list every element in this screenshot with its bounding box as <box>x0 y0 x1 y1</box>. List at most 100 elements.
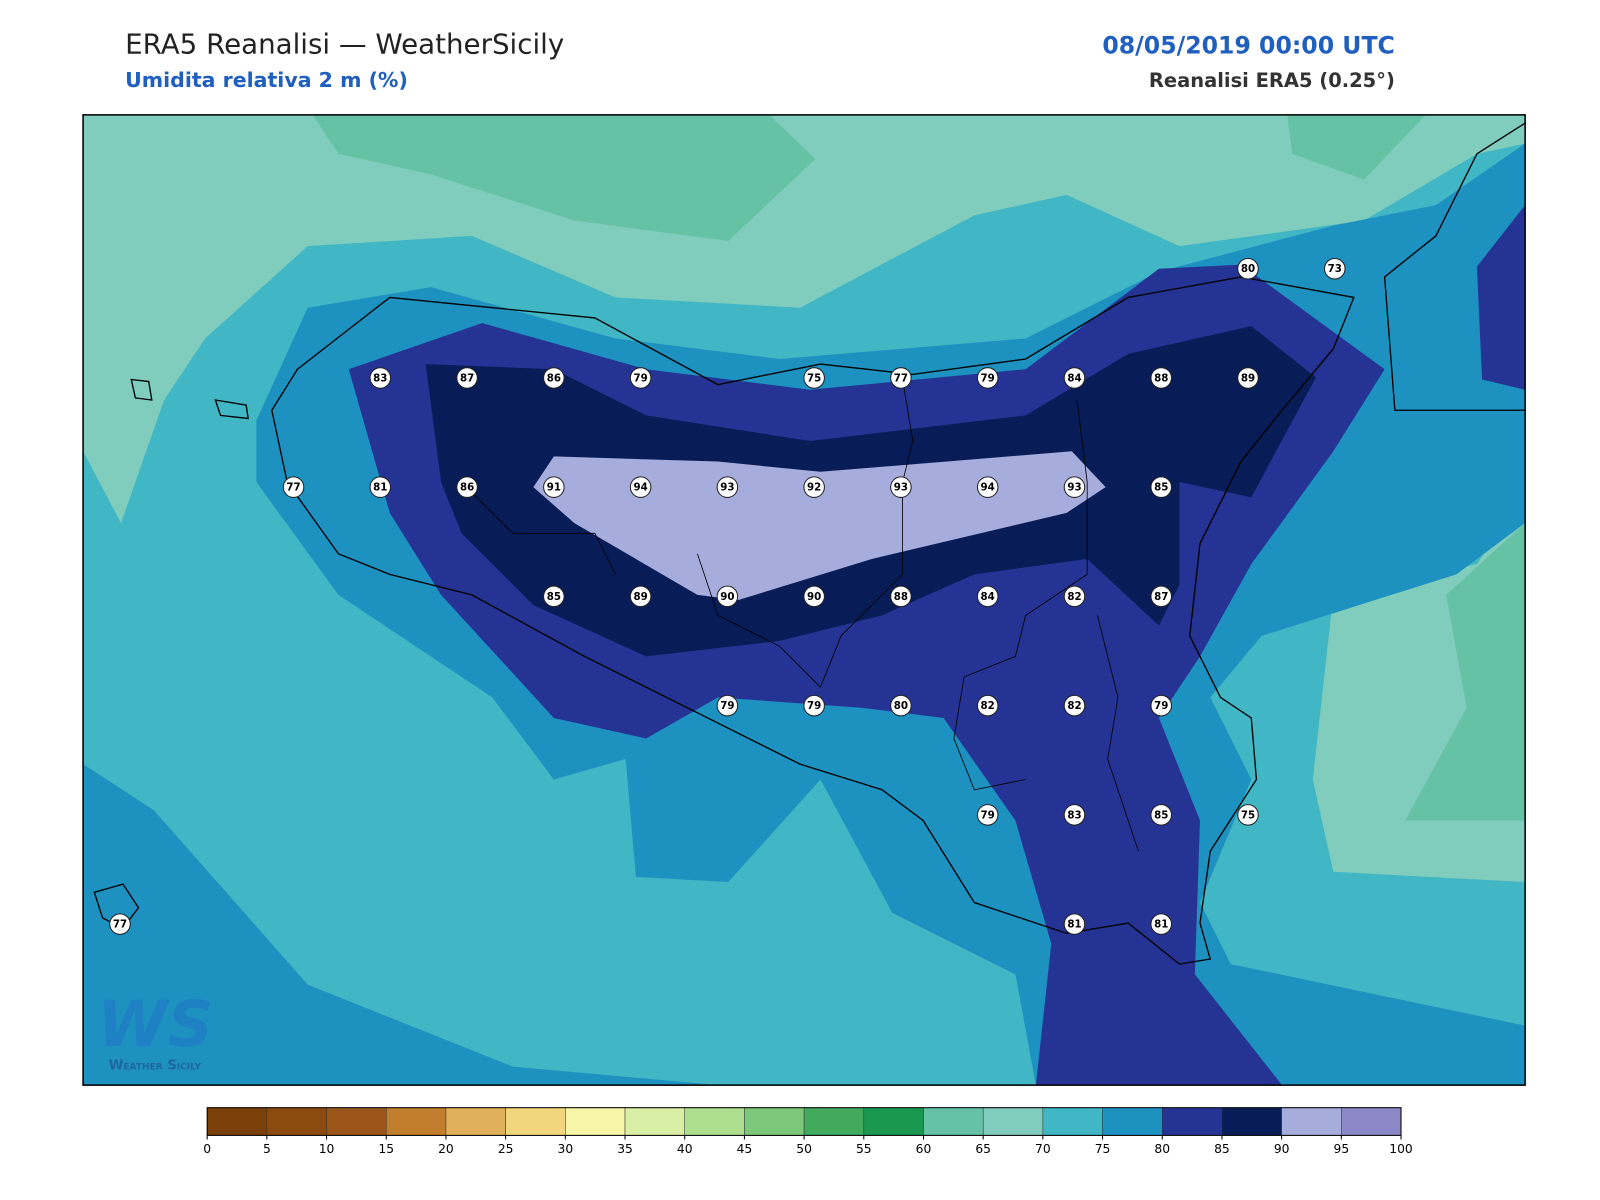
station-value: 75 <box>1241 809 1255 821</box>
station: 77 <box>890 367 912 389</box>
station-marker <box>1063 585 1086 608</box>
station-marker <box>1324 257 1346 280</box>
station: 77 <box>109 913 131 935</box>
station: 89 <box>1237 367 1259 389</box>
station-marker <box>282 476 305 498</box>
station-marker <box>976 585 999 608</box>
colorbar: 0 5 10 15 20 25 30 35 40 45 50 55 60 65 70 75 80 85 90 95 10… <box>203 1107 1413 1156</box>
colorbar-segment <box>744 1107 805 1136</box>
station-labels: 80 73 83 87 86 79 75 77 79 84 88 89 77 81 86 91 94 93 92 93… <box>109 257 1346 935</box>
colorbar-tick-label: 80 <box>1154 1142 1170 1156</box>
colorbar-segment <box>1341 1107 1402 1136</box>
station-marker <box>803 367 825 389</box>
colorbar-segment <box>1281 1107 1342 1136</box>
station: 75 <box>803 367 825 389</box>
station: 88 <box>890 585 912 608</box>
station: 79 <box>629 367 652 389</box>
colorbar-segment <box>982 1107 1044 1136</box>
station-value: 89 <box>633 591 647 603</box>
station-value: 88 <box>1154 372 1168 384</box>
station-marker <box>803 585 825 608</box>
colorbar-tick-label: 20 <box>438 1142 454 1156</box>
station-value: 79 <box>807 700 821 712</box>
station: 83 <box>369 367 392 389</box>
station-value: 85 <box>1154 482 1168 494</box>
station-marker <box>890 476 912 498</box>
colorbar-segment <box>505 1107 566 1136</box>
station-value: 86 <box>460 482 474 494</box>
colorbar-segment <box>326 1107 387 1136</box>
station-value: 81 <box>1154 919 1168 931</box>
station: 79 <box>976 367 999 389</box>
station-marker <box>543 585 565 608</box>
station-marker <box>890 694 912 717</box>
station-marker <box>629 367 652 389</box>
station-marker <box>1150 367 1172 389</box>
station-value: 81 <box>1067 919 1081 931</box>
station-value: 83 <box>373 372 387 384</box>
station-value: 84 <box>981 591 995 603</box>
station-marker <box>890 367 912 389</box>
station: 79 <box>976 804 999 826</box>
station: 87 <box>456 367 478 389</box>
station-marker <box>716 694 739 717</box>
title: ERA5 Reanalisi — WeatherSicily <box>125 27 564 60</box>
station: 82 <box>1063 694 1086 717</box>
station-value: 88 <box>894 591 908 603</box>
station-value: 80 <box>1241 263 1255 275</box>
station: 85 <box>1150 804 1172 826</box>
station: 86 <box>543 367 565 389</box>
station: 84 <box>1063 367 1086 389</box>
station: 89 <box>629 585 652 608</box>
station: 90 <box>803 585 825 608</box>
station-marker <box>543 367 565 389</box>
station-value: 87 <box>1154 591 1168 603</box>
station: 82 <box>1063 585 1086 608</box>
logo: WS Weather Sicily <box>97 987 213 1074</box>
station-value: 79 <box>981 372 995 384</box>
station: 82 <box>976 694 999 717</box>
colorbar-tick-label: 40 <box>677 1142 693 1156</box>
station: 81 <box>1150 913 1172 935</box>
station-value: 86 <box>547 372 561 384</box>
station-value: 89 <box>1241 372 1255 384</box>
station-value: 85 <box>1154 809 1168 821</box>
logo-mark: WS <box>97 987 213 1061</box>
colorbar-tick-label: 25 <box>498 1142 514 1156</box>
band-90-95 <box>533 451 1106 600</box>
station-value: 93 <box>1067 482 1081 494</box>
colorbar-tick-label: 55 <box>856 1142 872 1156</box>
station-value: 93 <box>894 482 908 494</box>
colorbar-tick-label: 65 <box>975 1142 991 1156</box>
station: 85 <box>1150 476 1172 498</box>
station-value: 73 <box>1328 263 1342 275</box>
station-marker <box>1150 913 1172 935</box>
station: 79 <box>1150 694 1172 717</box>
station-value: 79 <box>1154 700 1168 712</box>
colorbar-tick-label: 0 <box>203 1142 211 1156</box>
contour-fill <box>83 114 1526 1086</box>
station-value: 80 <box>894 700 908 712</box>
station-value: 82 <box>981 700 995 712</box>
station-marker <box>1150 476 1172 498</box>
colorbar-segment <box>863 1107 924 1136</box>
station-value: 90 <box>720 591 734 603</box>
colorbar-segment <box>803 1107 865 1136</box>
colorbar-tick-label: 95 <box>1334 1142 1350 1156</box>
station: 88 <box>1150 367 1172 389</box>
colorbar-segment <box>1161 1107 1223 1136</box>
colorbar-tick-label: 45 <box>737 1142 753 1156</box>
station-marker <box>1063 694 1086 717</box>
station-value: 83 <box>1067 809 1081 821</box>
coastline <box>93 122 1526 965</box>
station-marker <box>716 585 739 608</box>
station-marker <box>456 476 478 498</box>
colorbar-segment <box>386 1107 447 1136</box>
station-marker <box>1237 367 1259 389</box>
station: 94 <box>629 476 652 498</box>
colorbar-segment <box>1042 1107 1103 1136</box>
colorbar-tick-label: 100 <box>1389 1142 1412 1156</box>
station-value: 79 <box>720 700 734 712</box>
colorbar-segment <box>624 1107 685 1136</box>
